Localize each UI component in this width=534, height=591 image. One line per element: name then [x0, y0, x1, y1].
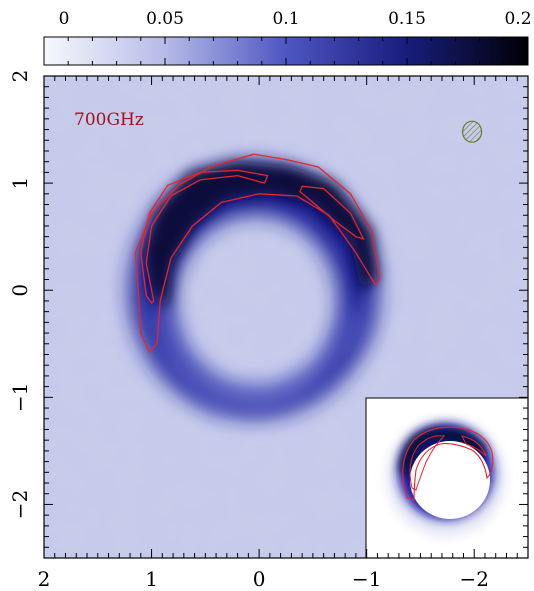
- beam-ellipse: [461, 120, 483, 143]
- inset-contour-inner-left: [409, 435, 446, 491]
- colorbar-tick-label: 0.05: [146, 9, 184, 29]
- y-tick-label: 0: [8, 284, 32, 297]
- contour-outer: [134, 153, 381, 354]
- ring-lower-glow: [146, 300, 372, 414]
- colorbar-tick-label: 0.1: [272, 9, 299, 29]
- frequency-label: 700GHz: [74, 110, 144, 130]
- colorbar-tick-labels: 0 0.05 0.1 0.15 0.2: [59, 9, 532, 29]
- ring-bright-arc: [143, 161, 378, 312]
- x-axis-ticks: [43, 76, 529, 558]
- x-tick-label: 0: [253, 567, 266, 591]
- contour-inner-right: [299, 185, 365, 240]
- colorbar-tick-label: 0.2: [504, 9, 531, 29]
- x-tick-label: 1: [145, 567, 158, 591]
- inset-contour-inner-right: [461, 435, 487, 457]
- y-tick-label: 2: [8, 70, 32, 83]
- inset-hole: [410, 441, 490, 519]
- x-axis-tick-labels: 2 1 0 −1 −2: [38, 567, 489, 591]
- y-axis-ticks: [44, 75, 528, 559]
- colorbar: 0 0.05 0.1 0.15 0.2: [43, 9, 532, 66]
- plot-frame: [43, 75, 529, 559]
- colorbar-tick-label: 0: [59, 9, 70, 29]
- y-tick-label: −1: [8, 383, 32, 412]
- x-tick-label: −2: [459, 567, 488, 591]
- y-tick-label: −2: [8, 490, 32, 519]
- contour-inner-left: [140, 169, 269, 305]
- colorbar-tick-label: 0.15: [388, 9, 426, 29]
- x-tick-label: 2: [38, 567, 51, 591]
- y-axis-tick-labels: 2 1 0 −1 −2: [8, 70, 32, 520]
- x-tick-label: −1: [352, 567, 381, 591]
- y-tick-label: 1: [8, 177, 32, 190]
- inset-panel: [365, 397, 529, 559]
- inset-contour-outer: [402, 426, 494, 501]
- colorbar-ticks: [43, 37, 529, 65]
